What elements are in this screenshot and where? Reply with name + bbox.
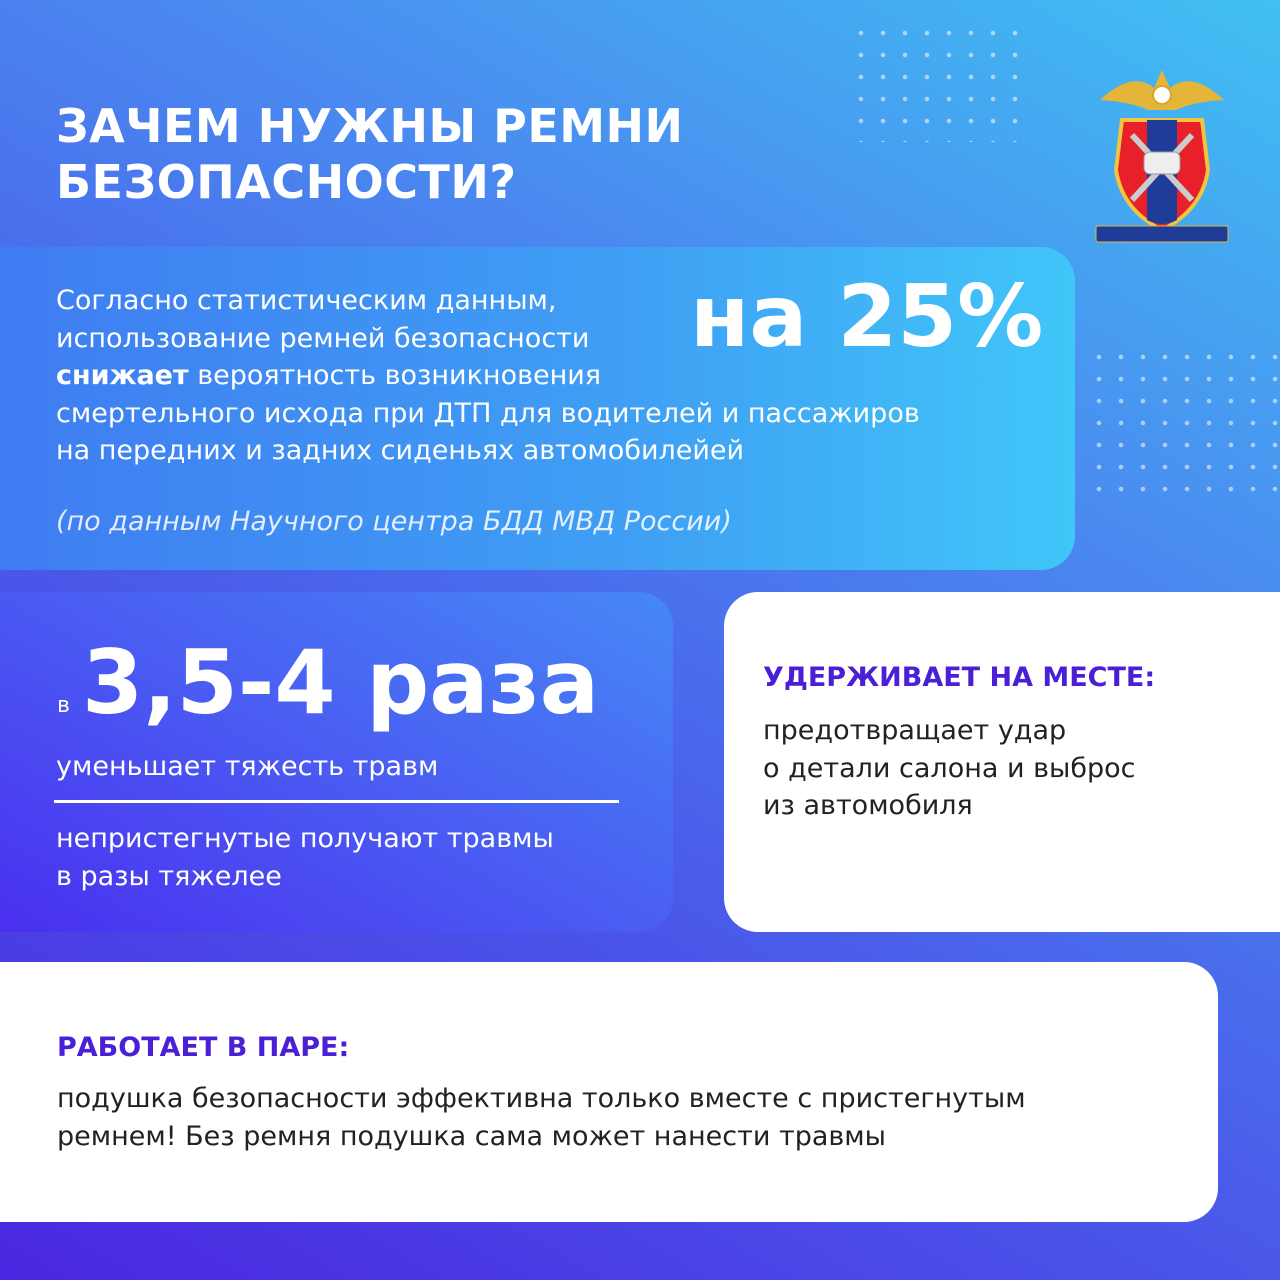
injury-highlight: 3,5-4 раза: [82, 631, 600, 734]
hold-text: предотвращает удар о детали салона и выб…: [763, 712, 1136, 825]
source-note: (по данным Научного центра БДД МВД Росси…: [56, 506, 732, 537]
pair-line: ремнем! Без ремня подушка сама может нан…: [57, 1120, 886, 1152]
stat-line: смертельного исхода при ДТП для водителе…: [56, 397, 920, 429]
pair-heading: РАБОТАЕТ В ПАРЕ:: [57, 1032, 350, 1063]
stat-line: Согласно статистическим данным,: [56, 285, 557, 316]
stat-line: на передних и задних сиденьях автомобиле…: [56, 435, 745, 466]
percent-highlight: на 25%: [690, 267, 1044, 367]
injury-card: [0, 592, 673, 932]
title-line-1: ЗАЧЕМ НУЖНЫ РЕМНИ: [56, 99, 684, 153]
pair-text: подушка безопасности эффективна только в…: [57, 1080, 1026, 1155]
unbuckled-text: непристегнутые получают травмы в разы тя…: [56, 820, 554, 895]
hold-line: предотвращает удар: [763, 715, 1067, 746]
stat-line: снижает вероятность возникновения: [56, 357, 1056, 395]
stat-bold-word: снижает: [56, 360, 189, 391]
pair-card: РАБОТАЕТ В ПАРЕ: подушка безопасности эф…: [0, 962, 1218, 1222]
unbuckled-line: в разы тяжелее: [56, 860, 282, 892]
pair-line: подушка безопасности эффективна только в…: [57, 1083, 1026, 1114]
divider: [54, 800, 619, 803]
hold-card: УДЕРЖИВАЕТ НА МЕСТЕ: предотвращает удар …: [724, 592, 1280, 932]
statistics-card: [0, 247, 1075, 570]
stat-line-rest: вероятность возникновения: [188, 360, 602, 391]
stat-line: использование ремней безопасности: [56, 322, 590, 354]
hold-heading: УДЕРЖИВАЕТ НА МЕСТЕ:: [763, 662, 1156, 693]
injury-reduce-text: уменьшает тяжесть травм: [56, 751, 439, 782]
dot-pattern-right: [1088, 346, 1280, 506]
statistics-text: Согласно статистическим данным, использо…: [56, 282, 1056, 470]
unbuckled-line: непристегнутые получают травмы: [56, 823, 554, 854]
hold-line: из автомобиля: [763, 790, 973, 821]
title-line-2: БЕЗОПАСНОСТИ?: [56, 155, 517, 209]
page-title: ЗАЧЕМ НУЖНЫ РЕМНИ БЕЗОПАСНОСТИ?: [56, 98, 684, 210]
dot-pattern-top: [850, 22, 1026, 142]
injury-prefix: в: [57, 693, 70, 718]
hold-line: о детали салона и выброс: [763, 752, 1136, 784]
gibdd-emblem-logo: [1095, 70, 1229, 243]
